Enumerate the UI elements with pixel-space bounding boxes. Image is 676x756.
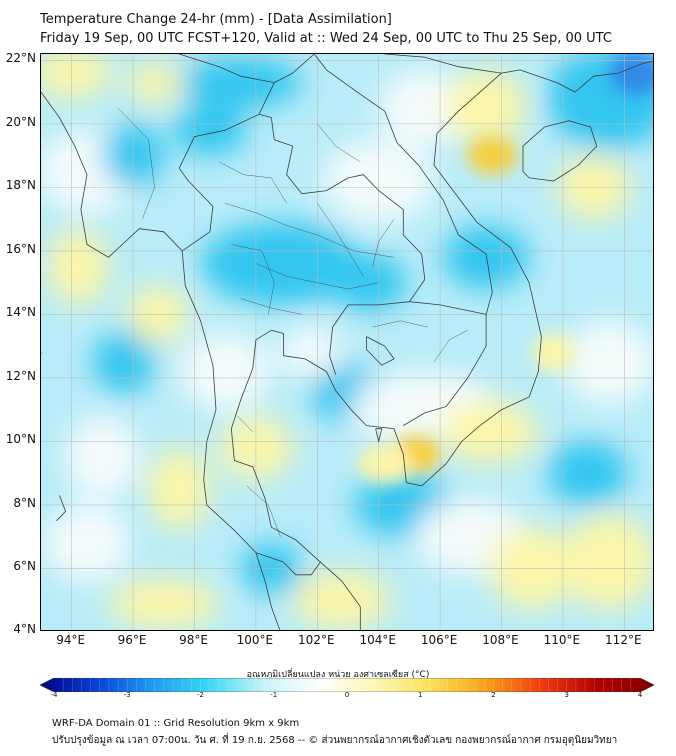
border-line	[519, 60, 653, 93]
field-patch	[148, 447, 210, 531]
colorbar-tick-label: 1	[418, 691, 423, 699]
border-line	[384, 54, 502, 74]
border-line	[403, 314, 487, 426]
field-patch	[563, 320, 653, 404]
map-panel	[40, 53, 654, 631]
border-line	[375, 428, 383, 442]
border-line	[41, 91, 217, 442]
longitude-tick-label: 98°E	[179, 633, 208, 647]
field-patch	[93, 330, 155, 394]
colorbar-tick-label: 4	[637, 691, 643, 699]
longitude-tick-label: 110°E	[543, 633, 581, 647]
latitude-tick-label: 10°N	[5, 432, 36, 447]
longitude-tick-label: 100°E	[236, 633, 274, 647]
colorbar-tick-label: -3	[123, 691, 131, 699]
border-line	[203, 441, 281, 630]
field-patch	[378, 69, 471, 147]
latitude-tick-label: 16°N	[5, 241, 36, 256]
latitude-tick-label: 22°N	[5, 51, 36, 66]
field-patch	[280, 327, 342, 378]
field-patch	[563, 514, 653, 610]
field-patch	[547, 441, 628, 506]
latitude-tick-label: 8°N	[13, 495, 36, 510]
field-patch	[292, 571, 391, 629]
colorbar-tick-label: 3	[564, 691, 569, 699]
field-patch	[179, 57, 302, 108]
border-line	[255, 552, 321, 576]
longitude-tick-label: 112°E	[605, 633, 642, 647]
border-line	[366, 336, 395, 366]
latitude-tick-label: 20°N	[5, 114, 36, 129]
border-line	[179, 54, 275, 83]
colorbar-title: อุณหภูมิเปลี่ยนแปลง หน่วย องศาเซลเซียส (…	[246, 670, 430, 680]
colorbar-tick-label: -2	[197, 691, 204, 699]
lat-lon-grid	[41, 54, 653, 630]
footer-model-info: WRF-DA Domain 01 :: Grid Resolution 9km …	[52, 718, 300, 729]
field-patch	[65, 416, 140, 499]
field-patch	[467, 136, 517, 175]
province-line	[372, 320, 428, 328]
chart-subtitle: Friday 19 Sep, 00 UTC FCST+120, Valid at…	[40, 31, 612, 46]
latitude-tick-label: 12°N	[5, 368, 36, 383]
border-line	[258, 113, 426, 302]
province-line	[240, 298, 302, 315]
latitude-tick-label: 6°N	[13, 559, 36, 574]
province-line	[117, 107, 155, 220]
field-patch	[179, 333, 272, 410]
province-line	[246, 485, 281, 537]
province-line	[237, 415, 253, 433]
border-line	[409, 301, 487, 315]
province-line	[218, 161, 287, 204]
field-patch	[200, 222, 361, 305]
border-line	[56, 495, 66, 522]
field-patch	[127, 63, 189, 102]
field-patch	[532, 333, 576, 372]
field-patch	[108, 578, 220, 629]
field-patch	[47, 228, 109, 305]
field-patch	[332, 254, 407, 312]
province-line	[231, 244, 275, 315]
border-line	[313, 54, 493, 315]
longitude-tick-label: 94°E	[56, 633, 86, 647]
colorbar	[40, 678, 654, 692]
latitude-tick-label: 14°N	[5, 305, 36, 320]
colorbar-tick-label: 0	[344, 691, 350, 699]
province-line	[317, 123, 361, 163]
border-line	[258, 54, 315, 115]
longitude-tick-label: 104°E	[359, 633, 396, 647]
longitude-tick-label: 102°E	[298, 633, 335, 647]
field-patch	[443, 225, 530, 290]
province-line	[225, 203, 395, 258]
field-patch	[440, 400, 539, 464]
border-line	[522, 120, 598, 182]
province-line	[255, 263, 379, 290]
longitude-tick-label: 108°E	[482, 633, 519, 647]
chart-title: Temperature Change 24-hr (mm) - [Data As…	[40, 12, 392, 27]
longitude-tick-label: 96°E	[117, 633, 147, 647]
latitude-tick-label: 18°N	[5, 178, 36, 193]
field-patch	[41, 54, 112, 99]
border-line	[271, 69, 542, 487]
footer-update-info: ปรับปรุงข้อมูล ณ เวลา 07:00น. วัน ศ. ที่…	[52, 735, 618, 746]
border-line	[230, 329, 361, 630]
province-line	[372, 218, 395, 267]
latitude-tick-label: 4°N	[13, 622, 36, 636]
border-line	[329, 301, 410, 375]
country-borders	[41, 54, 653, 630]
colorbar-tick-label: 2	[491, 691, 496, 699]
field-patch	[173, 104, 247, 156]
field-patch	[44, 505, 130, 582]
longitude-tick-label: 106°E	[420, 633, 458, 647]
temperature-change-map	[41, 54, 653, 630]
colorbar-tick-label: -4	[50, 691, 58, 699]
field-patch	[357, 444, 413, 483]
field-patch	[609, 54, 653, 96]
province-line	[433, 330, 468, 363]
province-line	[317, 203, 364, 277]
colorbar-tick-label: -1	[270, 691, 278, 699]
border-line	[178, 113, 260, 252]
field-patch	[446, 69, 526, 147]
